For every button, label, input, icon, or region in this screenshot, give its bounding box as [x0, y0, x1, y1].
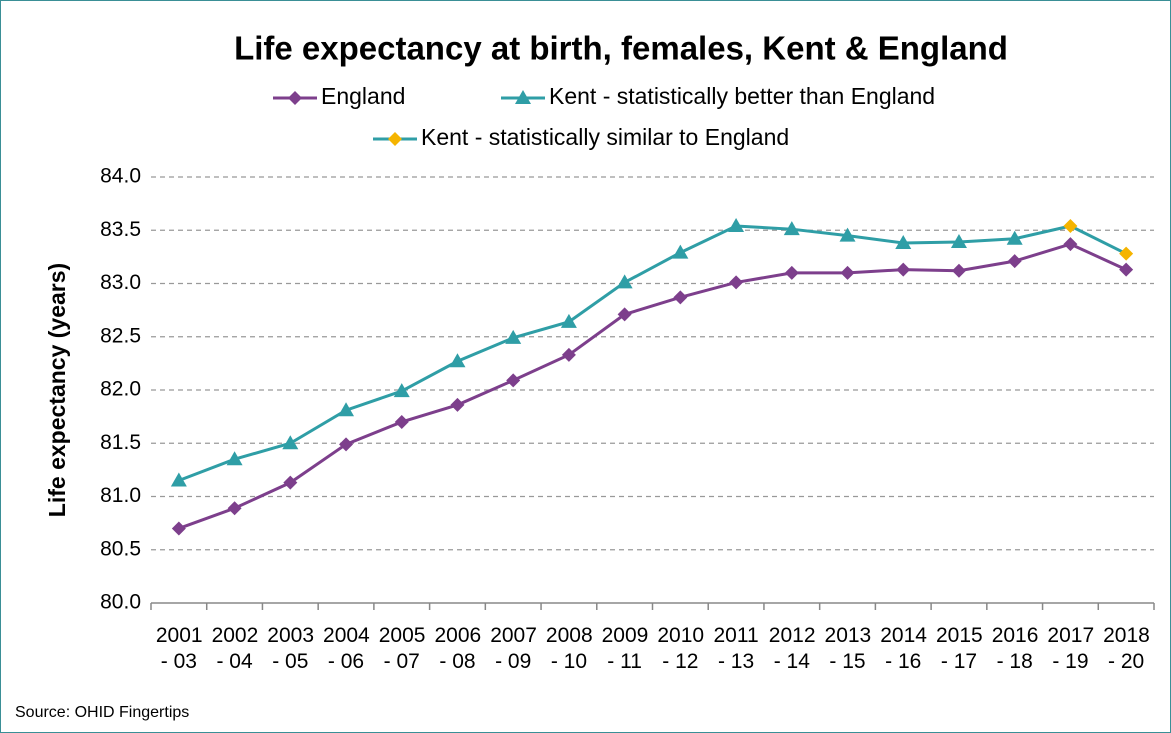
data-point: [283, 475, 298, 490]
series-line: [178, 242, 1127, 530]
legend-marker: [288, 91, 302, 105]
data-point: [840, 265, 855, 280]
legend-marker: [388, 132, 402, 146]
data-point: [895, 235, 912, 250]
x-tick-label: 2003 - 05: [267, 624, 315, 673]
data-point: [338, 402, 355, 417]
data-point: [729, 275, 744, 290]
data-point: [839, 227, 856, 242]
data-point: [505, 329, 522, 344]
x-tick-label: 2002 - 04: [211, 624, 259, 673]
source: Source: OHID Fingertips: [15, 704, 189, 721]
data-point: [450, 397, 465, 412]
data-point: [896, 262, 911, 277]
data-point: [449, 353, 466, 368]
data-point: [339, 437, 354, 452]
data-point: [1006, 230, 1023, 245]
x-tick-label: 2006 - 08: [434, 624, 482, 673]
data-point: [784, 265, 799, 280]
data-point: [506, 373, 521, 388]
data-point: [1119, 262, 1134, 277]
data-point: [560, 313, 577, 328]
data-point: [783, 221, 800, 236]
data-point: [394, 414, 409, 429]
legend-label: England: [321, 83, 405, 109]
data-point: [672, 244, 689, 259]
data-point: [728, 217, 745, 232]
legend-marker: [515, 90, 531, 104]
x-tick-label: 2018 - 20: [1103, 624, 1150, 673]
data-point: [1063, 237, 1078, 252]
y-tick-label: 84.0: [100, 165, 141, 188]
x-tick-label: 2016 - 18: [991, 624, 1039, 673]
x-tick-label: 2009 - 11: [601, 624, 649, 673]
x-tick-label: 2007 - 09: [490, 624, 537, 673]
legend-label: Kent - statistically similar to England: [421, 124, 789, 150]
x-tick-label: 2004 - 06: [323, 624, 370, 673]
data-point: [617, 307, 632, 322]
y-tick-label: 81.5: [100, 431, 141, 454]
legend-label: Kent - statistically better than England: [549, 83, 935, 109]
series-line: [1069, 224, 1127, 256]
x-tick-label: 2010 - 12: [657, 624, 705, 673]
data-point: [393, 383, 410, 398]
x-tick-label: 2015 - 17: [935, 624, 983, 673]
data-point: [561, 347, 576, 362]
data-point: [226, 451, 243, 466]
chart-title: Life expectancy at birth, females, Kent …: [234, 30, 1008, 67]
y-tick-label: 82.5: [100, 324, 141, 347]
x-tick-label: 2001 - 03: [155, 624, 203, 673]
y-tick-label: 81.0: [100, 484, 141, 507]
y-tick-label: 80.0: [100, 591, 141, 614]
data-point: [616, 274, 633, 289]
x-tick-label: 2008 - 10: [545, 624, 593, 673]
data-point: [282, 435, 299, 450]
x-tick-label: 2005 - 07: [378, 624, 426, 673]
data-point: [227, 501, 242, 516]
data-point: [1007, 254, 1022, 269]
y-tick-label: 83.5: [100, 218, 141, 241]
y-tick-label: 82.0: [100, 378, 141, 401]
data-point: [950, 233, 967, 248]
data-point: [673, 290, 688, 305]
data-point: [171, 521, 186, 536]
x-tick-label: 2013 - 15: [824, 624, 872, 673]
data-point: [170, 472, 187, 487]
data-point: [1119, 246, 1134, 261]
x-tick-label: 2012 - 14: [768, 624, 816, 673]
x-tick-label: 2017 - 19: [1047, 624, 1095, 673]
y-axis-label: Life expectancy (years): [44, 263, 70, 517]
y-tick-label: 80.5: [100, 537, 141, 560]
data-point: [1063, 218, 1078, 233]
series-connector: [1014, 224, 1071, 241]
x-tick-label: 2014 - 16: [880, 624, 927, 673]
data-point: [951, 263, 966, 278]
y-tick-label: 83.0: [100, 271, 141, 294]
series-line: [178, 224, 1015, 482]
x-tick-label: 2011 - 13: [713, 624, 759, 673]
